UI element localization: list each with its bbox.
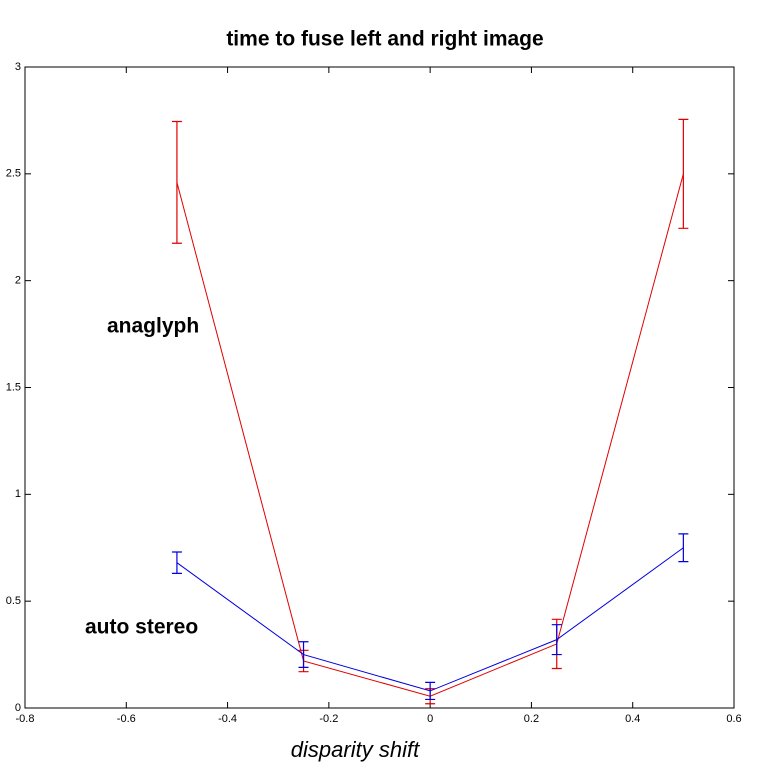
error-bar xyxy=(425,681,436,701)
error-bar xyxy=(171,551,182,574)
error-bar xyxy=(551,624,562,656)
x-tick-label: 0.6 xyxy=(726,713,741,725)
y-tick-label: 1 xyxy=(15,488,21,500)
plot-frame xyxy=(24,66,735,709)
series-label: anaglyph xyxy=(107,315,199,338)
x-tick-label: -0.8 xyxy=(16,713,35,725)
chart-title: time to fuse left and right image xyxy=(226,28,543,51)
x-tick-label: 0.4 xyxy=(625,713,640,725)
error-bar xyxy=(298,641,309,669)
series-label: auto stereo xyxy=(85,616,198,639)
error-bar xyxy=(171,120,182,244)
error-bar xyxy=(678,118,689,229)
x-tick-label: -0.6 xyxy=(117,713,136,725)
x-tick-label: 0 xyxy=(427,713,433,725)
x-tick-label: 0.2 xyxy=(524,713,539,725)
y-tick-label: 0.5 xyxy=(6,595,21,607)
y-tick-label: 2.5 xyxy=(6,168,21,180)
y-tick-label: 0 xyxy=(15,702,21,714)
y-tick-label: 2 xyxy=(15,275,21,287)
series-line xyxy=(176,547,684,692)
x-axis-label: disparity shift xyxy=(291,737,420,762)
x-tick-label: -0.2 xyxy=(319,713,338,725)
x-tick-label: -0.4 xyxy=(218,713,237,725)
y-tick-label: 3 xyxy=(15,61,21,73)
error-bar xyxy=(678,533,689,563)
y-tick-label: 1.5 xyxy=(6,381,21,393)
